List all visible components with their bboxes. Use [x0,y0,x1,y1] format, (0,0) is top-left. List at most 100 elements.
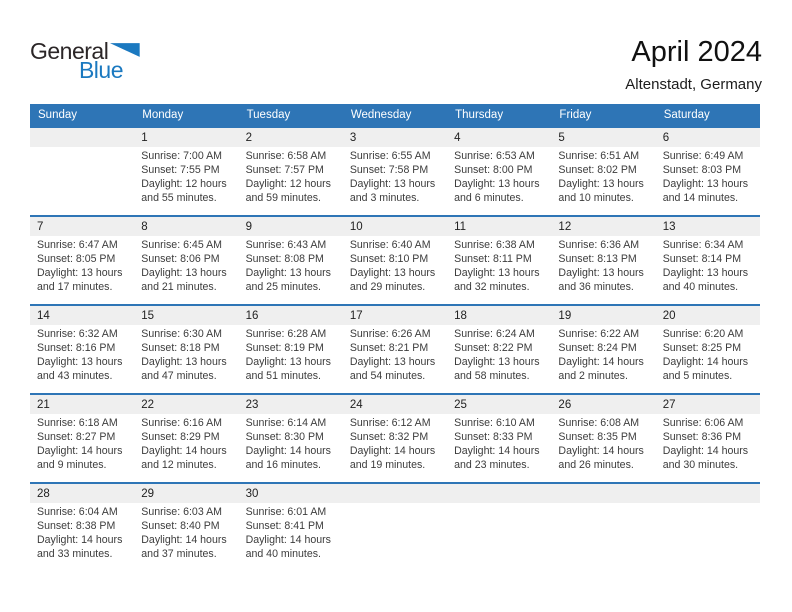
calendar-cell-day-21: 21 Sunrise: 6:18 AM Sunset: 8:27 PM Dayligh… [30,395,135,482]
day-number: 13 [655,217,760,236]
calendar-cell-day-2: 2 Sunrise: 6:58 AM Sunset: 7:57 PM Daylight… [238,128,343,215]
sunrise-text: Sunrise: 6:04 AM [37,506,118,518]
daylight-text: Daylight: 14 hours and 9 minutes. [37,445,123,471]
day-number: 15 [134,306,239,325]
day-number: 28 [30,484,135,503]
calendar-cell-day-3: 3 Sunrise: 6:55 AM Sunset: 7:58 PM Daylight… [342,128,448,215]
sunset-text: Sunset: 8:30 PM [245,431,324,443]
sunset-text: Sunset: 8:11 PM [454,253,532,265]
daylight-text: Daylight: 13 hours and 6 minutes. [454,178,540,204]
calendar-cell-day-10: 10 Sunrise: 6:40 AM Sunset: 8:10 PM Dayligh… [342,217,448,304]
sunrise-text: Sunrise: 6:38 AM [454,239,535,251]
calendar-cell-day-24: 24 Sunrise: 6:12 AM Sunset: 8:32 PM Dayligh… [342,395,448,482]
sunrise-text: Sunrise: 6:40 AM [349,239,431,251]
calendar-cell-day-13: 13 Sunrise: 6:34 AM Sunset: 8:14 PM Dayligh… [655,217,760,304]
daylight-text: Daylight: 12 hours and 59 minutes. [245,178,331,204]
daylight-text: Daylight: 13 hours and 40 minutes. [662,267,749,293]
sunrise-text: Sunrise: 6:08 AM [558,417,640,429]
day-details: Sunrise: 6:55 AM Sunset: 7:58 PM Daylight:… [343,147,447,215]
sunset-text: Sunset: 8:14 PM [662,253,742,265]
sunrise-text: Sunrise: 6:55 AM [349,150,431,162]
daylight-text: Daylight: 13 hours and 3 minutes. [349,178,436,204]
sunset-text: Sunset: 8:21 PM [349,342,429,354]
page-title: April 2024 [631,36,762,68]
sunrise-text: Sunrise: 6:53 AM [454,150,535,162]
daylight-text: Daylight: 14 hours and 23 minutes. [454,445,540,471]
daylight-text: Daylight: 14 hours and 2 minutes. [558,356,644,382]
sunrise-text: Sunrise: 6:14 AM [245,417,327,429]
day-number: 22 [134,395,239,414]
calendar-cell-empty [342,484,448,571]
sunset-text: Sunset: 8:08 PM [245,253,324,265]
day-details: Sunrise: 6:47 AM Sunset: 8:05 PM Daylight:… [30,236,134,304]
day-details: Sunrise: 6:51 AM Sunset: 8:02 PM Daylight:… [551,147,655,215]
daylight-text: Daylight: 14 hours and 12 minutes. [141,445,227,471]
day-details: Sunrise: 6:16 AM Sunset: 8:29 PM Daylight:… [134,414,238,482]
day-number [342,484,448,503]
day-details [447,503,551,571]
day-number: 27 [655,395,760,414]
day-number: 9 [238,217,343,236]
day-number: 7 [30,217,135,236]
calendar-cell-day-9: 9 Sunrise: 6:43 AM Sunset: 8:08 PM Daylight… [238,217,343,304]
sunrise-text: Sunrise: 6:43 AM [245,239,327,251]
calendar-day-header-row: Sunday Monday Tuesday Wednesday Thursday Frid… [30,104,760,126]
daylight-text: Daylight: 13 hours and 10 minutes. [558,178,644,204]
day-details: Sunrise: 6:22 AM Sunset: 8:24 PM Daylight:… [551,325,655,393]
sunset-text: Sunset: 7:55 PM [141,164,220,176]
day-number: 4 [447,128,552,147]
calendar-cell-day-30: 30 Sunrise: 6:01 AM Sunset: 8:41 PM Dayligh… [238,484,343,571]
calendar-cell-day-28: 28 Sunrise: 6:04 AM Sunset: 8:38 PM Dayligh… [30,484,135,571]
calendar-week-row: 1 Sunrise: 7:00 AM Sunset: 7:55 PM Daylight… [30,126,760,215]
day-number: 8 [134,217,239,236]
sunrise-text: Sunrise: 6:49 AM [662,150,744,162]
calendar-table: Sunday Monday Tuesday Wednesday Thursday Frid… [30,104,760,571]
calendar-cell-empty [655,484,760,571]
day-number: 5 [551,128,656,147]
calendar-week-row: 28 Sunrise: 6:04 AM Sunset: 8:38 PM Dayligh… [30,482,760,571]
daylight-text: Daylight: 14 hours and 37 minutes. [141,534,227,560]
calendar-cell-day-18: 18 Sunrise: 6:24 AM Sunset: 8:22 PM Dayligh… [447,306,552,393]
calendar-week-row: 14 Sunrise: 6:32 AM Sunset: 8:16 PM Dayligh… [30,304,760,393]
sunrise-text: Sunrise: 6:30 AM [141,328,222,340]
sunset-text: Sunset: 8:00 PM [454,164,533,176]
day-details: Sunrise: 6:06 AM Sunset: 8:36 PM Daylight:… [656,414,760,482]
sunset-text: Sunset: 8:35 PM [558,431,637,443]
calendar-cell-day-17: 17 Sunrise: 6:26 AM Sunset: 8:21 PM Dayligh… [342,306,448,393]
calendar-cell-day-11: 11 Sunrise: 6:38 AM Sunset: 8:11 PM Dayligh… [447,217,552,304]
calendar-cell-empty [551,484,656,571]
calendar-cell-day-19: 19 Sunrise: 6:22 AM Sunset: 8:24 PM Dayligh… [551,306,656,393]
day-details: Sunrise: 6:30 AM Sunset: 8:18 PM Daylight:… [134,325,238,393]
calendar-cell-day-4: 4 Sunrise: 6:53 AM Sunset: 8:00 PM Daylight… [447,128,552,215]
calendar-cell-day-14: 14 Sunrise: 6:32 AM Sunset: 8:16 PM Dayligh… [30,306,135,393]
sunset-text: Sunset: 8:05 PM [37,253,116,265]
day-details: Sunrise: 6:43 AM Sunset: 8:08 PM Daylight:… [239,236,343,304]
sunrise-text: Sunrise: 6:18 AM [37,417,118,429]
day-details: Sunrise: 6:20 AM Sunset: 8:25 PM Daylight:… [656,325,760,393]
logo-text-general: General [30,38,109,64]
daylight-text: Daylight: 14 hours and 19 minutes. [349,445,436,471]
day-details: Sunrise: 6:32 AM Sunset: 8:16 PM Daylight:… [30,325,134,393]
daylight-text: Daylight: 13 hours and 32 minutes. [454,267,540,293]
sunrise-text: Sunrise: 6:16 AM [141,417,222,429]
day-number: 24 [342,395,448,414]
sunset-text: Sunset: 8:33 PM [454,431,533,443]
logo-text-blue: Blue [78,57,124,83]
day-number: 19 [551,306,656,325]
day-number: 23 [238,395,343,414]
day-details: Sunrise: 6:08 AM Sunset: 8:35 PM Daylight:… [551,414,655,482]
daylight-text: Daylight: 14 hours and 5 minutes. [662,356,749,382]
day-header-saturday: Saturday [663,109,710,121]
sunset-text: Sunset: 8:36 PM [662,431,742,443]
sunset-text: Sunset: 8:40 PM [141,520,220,532]
day-details: Sunrise: 6:14 AM Sunset: 8:30 PM Daylight:… [239,414,343,482]
calendar-cell-day-22: 22 Sunrise: 6:16 AM Sunset: 8:29 PM Dayligh… [134,395,239,482]
sunset-text: Sunset: 8:29 PM [141,431,220,443]
daylight-text: Daylight: 13 hours and 29 minutes. [349,267,436,293]
calendar-cell-day-15: 15 Sunrise: 6:30 AM Sunset: 8:18 PM Dayligh… [134,306,239,393]
sunset-text: Sunset: 7:58 PM [349,164,429,176]
day-header-thursday: Thursday [455,109,504,121]
daylight-text: Daylight: 13 hours and 36 minutes. [558,267,644,293]
day-number: 1 [134,128,239,147]
day-details: Sunrise: 6:36 AM Sunset: 8:13 PM Daylight:… [551,236,655,304]
